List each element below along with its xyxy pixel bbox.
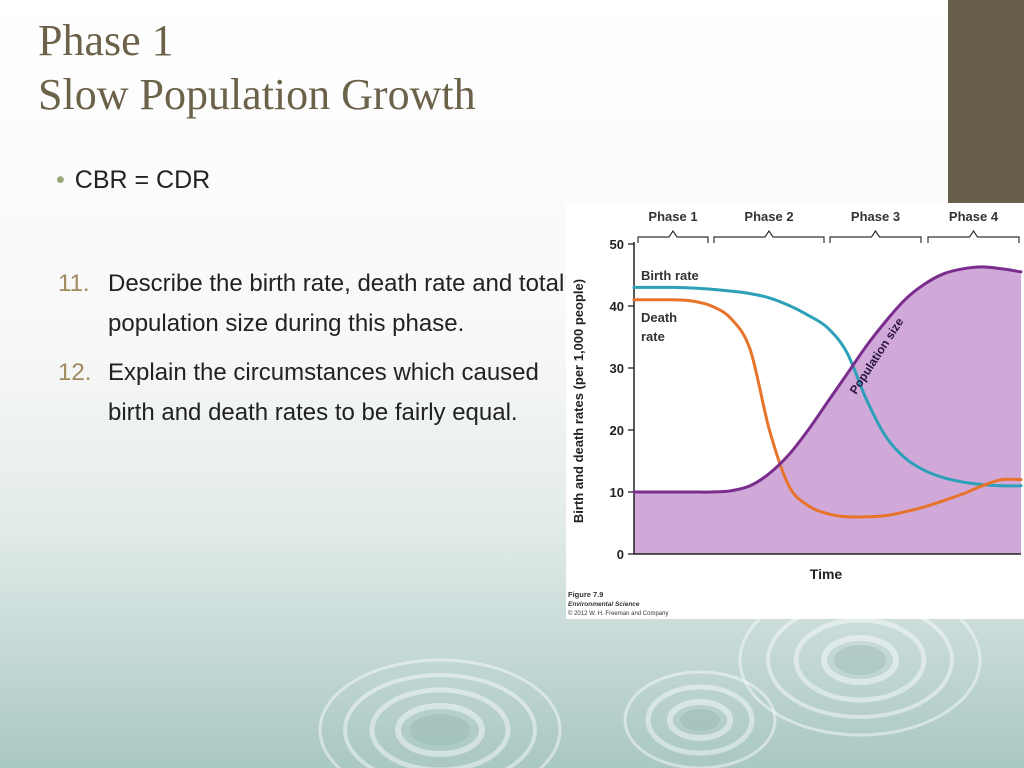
phase-label: Phase 2 bbox=[744, 209, 793, 224]
x-axis-title: Time bbox=[810, 566, 843, 582]
phase-label: Phase 1 bbox=[648, 209, 697, 224]
death-rate-label-line1: Death bbox=[641, 310, 677, 325]
bullet-text: CBR = CDR bbox=[74, 166, 211, 194]
y-tick-label: 40 bbox=[610, 299, 624, 314]
title-line-2: Slow Population Growth bbox=[38, 70, 476, 119]
list-item: 12. Explain the circumstances which caus… bbox=[58, 353, 568, 433]
phase-bracket bbox=[927, 229, 1020, 243]
list-item: 11. Describe the birth rate, death rate … bbox=[58, 264, 568, 344]
death-rate-label-line2: rate bbox=[641, 329, 665, 344]
phase-label: Phase 4 bbox=[949, 209, 999, 224]
demographic-transition-figure: Phase 1 Phase 2 Phase 3 Phase 4 0 10 20 30 40 50… bbox=[566, 203, 1024, 619]
bullet-dot-icon: • bbox=[56, 166, 65, 194]
list-item-number: 12. bbox=[58, 359, 92, 386]
birth-rate-label: Birth rate bbox=[641, 268, 699, 283]
phase-bracket bbox=[713, 229, 825, 243]
title-line-1: Phase 1 bbox=[38, 16, 174, 65]
y-tick-label: 50 bbox=[610, 237, 624, 252]
death-rate-line bbox=[632, 298, 1023, 519]
y-tick-label: 20 bbox=[610, 423, 624, 438]
population-line bbox=[632, 265, 1023, 494]
list-item-number: 11. bbox=[58, 270, 90, 297]
y-tick-label: 30 bbox=[610, 361, 624, 376]
chart-svg: Phase 1 Phase 2 Phase 3 Phase 4 0 10 20 30 40 50… bbox=[568, 209, 1023, 617]
list-item-text: Describe the birth rate, death rate and … bbox=[108, 270, 565, 337]
y-tick-label: 0 bbox=[617, 547, 624, 562]
accent-block bbox=[948, 0, 1024, 205]
list-item-text: Explain the circumstances which caused b… bbox=[108, 359, 539, 426]
caption-figure: Figure 7.9 bbox=[568, 590, 603, 599]
bullet-item: • CBR = CDR bbox=[56, 166, 210, 195]
phase-bracket bbox=[829, 229, 922, 243]
y-axis-title: Birth and death rates (per 1,000 people) bbox=[571, 279, 586, 523]
slide-title: Phase 1 Slow Population Growth bbox=[38, 14, 476, 122]
caption-book: Environmental Science bbox=[568, 601, 640, 608]
birth-rate-line bbox=[632, 285, 1023, 488]
caption-copyright: © 2012 W. H. Freeman and Company bbox=[568, 610, 668, 617]
phase-label: Phase 3 bbox=[851, 209, 900, 224]
population-area bbox=[634, 266, 1021, 554]
y-tick-label: 10 bbox=[610, 485, 624, 500]
phase-bracket bbox=[637, 229, 709, 243]
ripple-decoration bbox=[318, 600, 982, 768]
numbered-list: 11. Describe the birth rate, death rate … bbox=[58, 264, 568, 442]
